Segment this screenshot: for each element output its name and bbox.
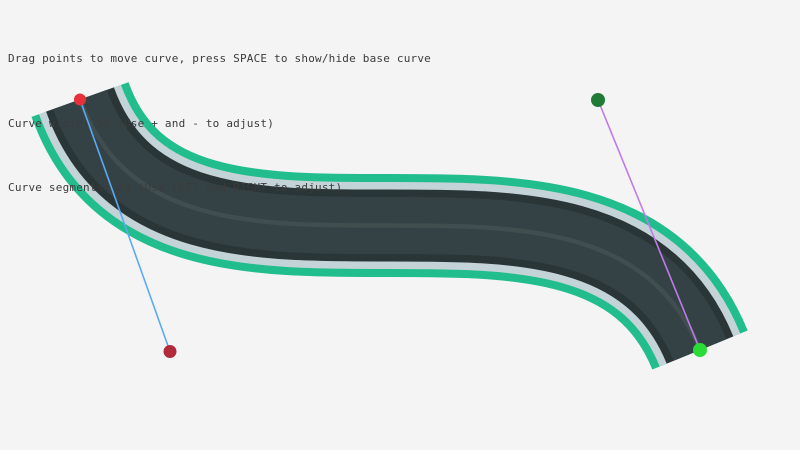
instructions-panel: Drag points to move curve, press SPACE t… — [8, 5, 431, 242]
start-control-point[interactable] — [163, 345, 177, 358]
end-handle-line — [597, 99, 701, 351]
start-handle-line — [79, 99, 171, 352]
instruction-curve-width: Curve width: 50 (Use + and - to adjust) — [8, 116, 275, 130]
instruction-drag-points: Drag points to move curve, press SPACE t… — [8, 52, 431, 65]
instruction-curve-segments: Curve segments: 24 (Use LEFT and RIGHT t… — [8, 181, 343, 194]
end-control-point[interactable] — [591, 93, 605, 107]
end-anchor-point[interactable] — [693, 343, 707, 357]
road-center-line — [77, 98, 703, 351]
start-anchor-point[interactable] — [74, 93, 86, 106]
